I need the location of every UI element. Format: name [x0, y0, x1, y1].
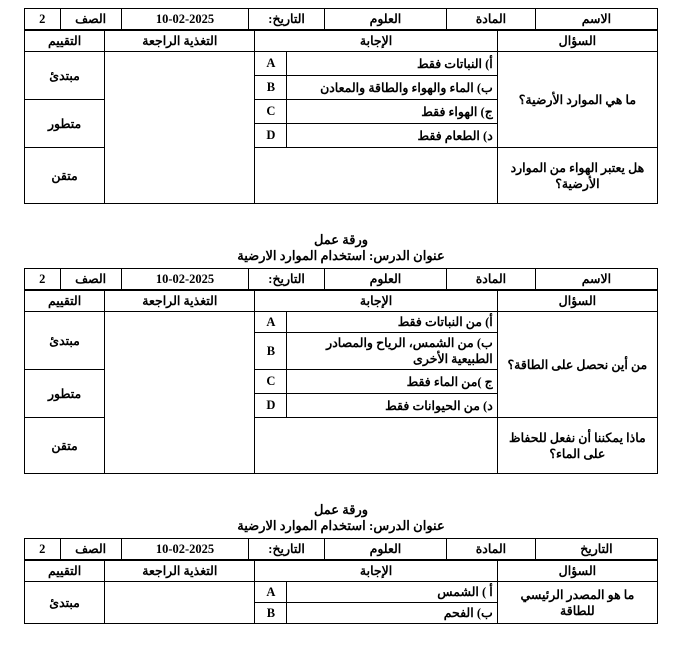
answer-d: د) من الحيوانات فقط: [287, 394, 497, 418]
body-table: السؤال الإجابة التغذية الراجعة التقييم م…: [24, 560, 658, 624]
question-main: ما هي الموارد الأرضية؟: [497, 52, 657, 148]
worksheet-3: ورقة عمل عنوان الدرس: استخدام الموارد ال…: [24, 502, 658, 624]
header-table: التاريخ المادة العلوم التاريخ: 10-02-202…: [24, 538, 658, 560]
question-short: ماذا يمكننا أن نفعل للحفاظ على الماء؟: [497, 418, 657, 474]
eval-proficient: متقن: [25, 148, 105, 204]
answer-a: أ) من النباتات فقط: [287, 312, 497, 333]
hdr-subject-value: العلوم: [324, 269, 446, 290]
answer-b: ب) الفحم: [287, 603, 497, 624]
worksheet-label: ورقة عمل: [24, 502, 658, 518]
hdr-subject-value: العلوم: [324, 539, 446, 560]
answer-c: ج) الهواء فقط: [287, 100, 497, 124]
col-evaluation: التقييم: [25, 31, 105, 52]
hdr-grade: الصف: [60, 9, 121, 30]
header-table: الاسم المادة العلوم التاريخ: 10-02-2025 …: [24, 8, 658, 30]
hdr-date-3: التاريخ: [535, 539, 657, 560]
letter-a: A: [255, 582, 287, 603]
eval-beginner: مبتدئ: [25, 582, 105, 624]
feedback-cell: [105, 312, 255, 474]
letter-b: B: [255, 603, 287, 624]
hdr-subject: المادة: [447, 9, 536, 30]
body-table: السؤال الإجابة التغذية الراجعة التقييم م…: [24, 30, 658, 204]
col-feedback: التغذية الراجعة: [105, 31, 255, 52]
answer-b: ب) الماء والهواء والطاقة والمعادن: [287, 76, 497, 100]
short-answer-cell: [255, 148, 497, 204]
eval-beginner: مبتدئ: [25, 312, 105, 370]
hdr-grade-value: 2: [25, 9, 61, 30]
hdr-date: التاريخ:: [249, 9, 325, 30]
eval-developing: متطور: [25, 100, 105, 148]
eval-developing: متطور: [25, 370, 105, 418]
col-question: السؤال: [497, 291, 657, 312]
col-feedback: التغذية الراجعة: [105, 561, 255, 582]
letter-d: D: [255, 124, 287, 148]
header-table: الاسم المادة العلوم التاريخ: 10-02-2025 …: [24, 268, 658, 290]
letter-c: C: [255, 100, 287, 124]
hdr-date: التاريخ:: [249, 269, 325, 290]
hdr-grade: الصف: [60, 269, 121, 290]
col-question: السؤال: [497, 31, 657, 52]
hdr-date-value: 10-02-2025: [121, 269, 249, 290]
answer-b: ب) من الشمس، الرياح والمصادر الطبيعية ال…: [287, 333, 497, 370]
col-evaluation: التقييم: [25, 291, 105, 312]
hdr-name: الاسم: [535, 269, 657, 290]
eval-beginner: مبتدئ: [25, 52, 105, 100]
hdr-date-value: 10-02-2025: [121, 539, 249, 560]
eval-proficient: متقن: [25, 418, 105, 474]
hdr-name: الاسم: [535, 9, 657, 30]
short-answer-cell: [255, 418, 497, 474]
letter-b: B: [255, 333, 287, 370]
worksheet-1: الاسم المادة العلوم التاريخ: 10-02-2025 …: [24, 8, 658, 204]
answer-a: أ) النباتات فقط: [287, 52, 497, 76]
feedback-cell: [105, 52, 255, 204]
hdr-date-value: 10-02-2025: [121, 9, 249, 30]
col-feedback: التغذية الراجعة: [105, 291, 255, 312]
question-short: هل يعتبر الهواء من الموارد الأرضية؟: [497, 148, 657, 204]
col-answer: الإجابة: [255, 31, 497, 52]
title-block: ورقة عمل عنوان الدرس: استخدام الموارد ال…: [24, 502, 658, 534]
feedback-cell: [105, 582, 255, 624]
body-table: السؤال الإجابة التغذية الراجعة التقييم م…: [24, 290, 658, 474]
col-evaluation: التقييم: [25, 561, 105, 582]
hdr-date: التاريخ:: [249, 539, 325, 560]
col-question: السؤال: [497, 561, 657, 582]
hdr-subject: المادة: [447, 269, 536, 290]
question-main: ما هو المصدر الرئيسي للطاقة: [497, 582, 657, 624]
hdr-grade-value: 2: [25, 539, 61, 560]
hdr-subject: المادة: [447, 539, 536, 560]
question-main: من أين نحصل على الطاقة؟: [497, 312, 657, 418]
worksheet-2: ورقة عمل عنوان الدرس: استخدام الموارد ال…: [24, 232, 658, 474]
hdr-grade: الصف: [60, 539, 121, 560]
letter-a: A: [255, 52, 287, 76]
answer-d: د) الطعام فقط: [287, 124, 497, 148]
answer-a: أ ) الشمس: [287, 582, 497, 603]
letter-d: D: [255, 394, 287, 418]
letter-b: B: [255, 76, 287, 100]
answer-c: ج )من الماء فقط: [287, 370, 497, 394]
letter-c: C: [255, 370, 287, 394]
hdr-grade-value: 2: [25, 269, 61, 290]
title-block: ورقة عمل عنوان الدرس: استخدام الموارد ال…: [24, 232, 658, 264]
lesson-title: عنوان الدرس: استخدام الموارد الارضية: [24, 248, 658, 264]
lesson-title: عنوان الدرس: استخدام الموارد الارضية: [24, 518, 658, 534]
col-answer: الإجابة: [255, 291, 497, 312]
letter-a: A: [255, 312, 287, 333]
hdr-subject-value: العلوم: [324, 9, 446, 30]
worksheet-label: ورقة عمل: [24, 232, 658, 248]
col-answer: الإجابة: [255, 561, 497, 582]
